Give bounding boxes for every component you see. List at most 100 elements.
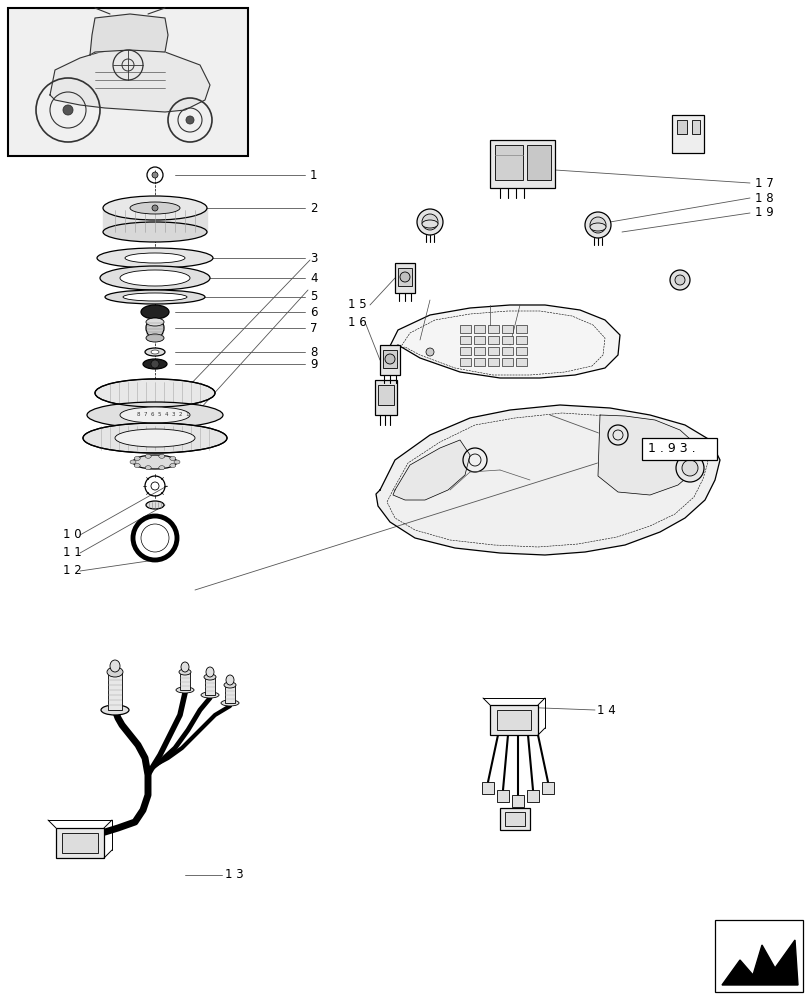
- Circle shape: [152, 205, 158, 211]
- Ellipse shape: [590, 223, 605, 231]
- Text: 1 8: 1 8: [754, 192, 773, 205]
- Ellipse shape: [115, 429, 195, 447]
- Bar: [501, 336, 513, 344]
- Ellipse shape: [146, 501, 164, 509]
- Text: 1: 1: [310, 169, 317, 182]
- Text: 9: 9: [310, 358, 317, 370]
- Bar: [474, 325, 484, 333]
- Circle shape: [676, 454, 703, 482]
- Ellipse shape: [178, 669, 191, 675]
- Bar: [691, 120, 699, 134]
- Bar: [380, 345, 400, 375]
- Text: 1 4: 1 4: [596, 704, 615, 716]
- Bar: [489, 705, 538, 735]
- Bar: [378, 385, 393, 405]
- Circle shape: [669, 270, 689, 290]
- Text: 1 6: 1 6: [348, 316, 367, 328]
- Bar: [487, 325, 499, 333]
- Bar: [496, 790, 508, 802]
- Bar: [487, 347, 499, 355]
- Bar: [460, 358, 470, 366]
- Ellipse shape: [143, 359, 167, 369]
- Bar: [394, 263, 414, 293]
- Circle shape: [590, 217, 605, 233]
- Bar: [8, 8, 247, 156]
- Circle shape: [584, 212, 610, 238]
- Ellipse shape: [169, 456, 176, 460]
- Circle shape: [417, 209, 443, 235]
- Ellipse shape: [125, 253, 185, 263]
- Bar: [526, 790, 539, 802]
- Bar: [460, 347, 470, 355]
- Bar: [515, 358, 526, 366]
- Ellipse shape: [87, 402, 223, 428]
- Ellipse shape: [181, 662, 189, 672]
- Bar: [515, 347, 526, 355]
- Ellipse shape: [400, 272, 410, 282]
- Bar: [541, 782, 553, 794]
- Ellipse shape: [225, 675, 234, 685]
- Ellipse shape: [134, 464, 140, 468]
- Bar: [642, 438, 716, 460]
- Ellipse shape: [109, 660, 120, 672]
- Bar: [397, 268, 411, 286]
- Polygon shape: [50, 48, 210, 112]
- Text: 1 7: 1 7: [754, 177, 773, 190]
- Polygon shape: [90, 14, 168, 55]
- Text: 1 0: 1 0: [63, 528, 82, 542]
- Bar: [504, 812, 525, 826]
- Ellipse shape: [130, 460, 135, 464]
- Text: 1 1: 1 1: [63, 546, 82, 560]
- Ellipse shape: [101, 705, 129, 715]
- Ellipse shape: [159, 466, 165, 470]
- Ellipse shape: [103, 222, 207, 242]
- Bar: [489, 140, 554, 188]
- Polygon shape: [393, 440, 470, 500]
- Ellipse shape: [97, 248, 212, 268]
- Bar: [487, 336, 499, 344]
- Bar: [225, 685, 234, 703]
- Text: 3: 3: [310, 251, 317, 264]
- Bar: [512, 795, 523, 807]
- Ellipse shape: [120, 407, 190, 423]
- Circle shape: [151, 360, 159, 368]
- Bar: [500, 808, 530, 830]
- Ellipse shape: [100, 266, 210, 290]
- Bar: [501, 347, 513, 355]
- Polygon shape: [597, 415, 699, 495]
- Bar: [474, 358, 484, 366]
- Ellipse shape: [146, 318, 164, 326]
- Text: 8  7  6  5  4  3  2  1: 8 7 6 5 4 3 2 1: [137, 412, 189, 418]
- Polygon shape: [103, 208, 207, 232]
- Bar: [460, 325, 470, 333]
- Ellipse shape: [221, 700, 238, 706]
- Ellipse shape: [204, 674, 216, 680]
- Polygon shape: [388, 305, 620, 378]
- Bar: [487, 358, 499, 366]
- Text: 1 9: 1 9: [754, 207, 773, 220]
- Ellipse shape: [146, 334, 164, 342]
- Text: 1 . 9 3 .: 1 . 9 3 .: [647, 442, 695, 456]
- Ellipse shape: [145, 454, 151, 458]
- Circle shape: [426, 348, 433, 356]
- Ellipse shape: [83, 423, 227, 453]
- Bar: [714, 920, 802, 992]
- Bar: [482, 782, 493, 794]
- Ellipse shape: [122, 293, 187, 301]
- Bar: [375, 380, 397, 415]
- Bar: [501, 358, 513, 366]
- Text: 1 3: 1 3: [225, 868, 243, 881]
- Bar: [108, 672, 122, 710]
- Ellipse shape: [141, 305, 169, 319]
- Ellipse shape: [107, 667, 122, 677]
- Ellipse shape: [206, 667, 214, 677]
- Ellipse shape: [103, 196, 207, 220]
- Bar: [180, 672, 190, 690]
- Text: 5: 5: [310, 290, 317, 304]
- Text: 1 5: 1 5: [348, 298, 367, 312]
- Ellipse shape: [145, 466, 151, 470]
- Bar: [474, 347, 484, 355]
- Bar: [474, 336, 484, 344]
- Ellipse shape: [169, 464, 176, 468]
- Ellipse shape: [176, 687, 194, 693]
